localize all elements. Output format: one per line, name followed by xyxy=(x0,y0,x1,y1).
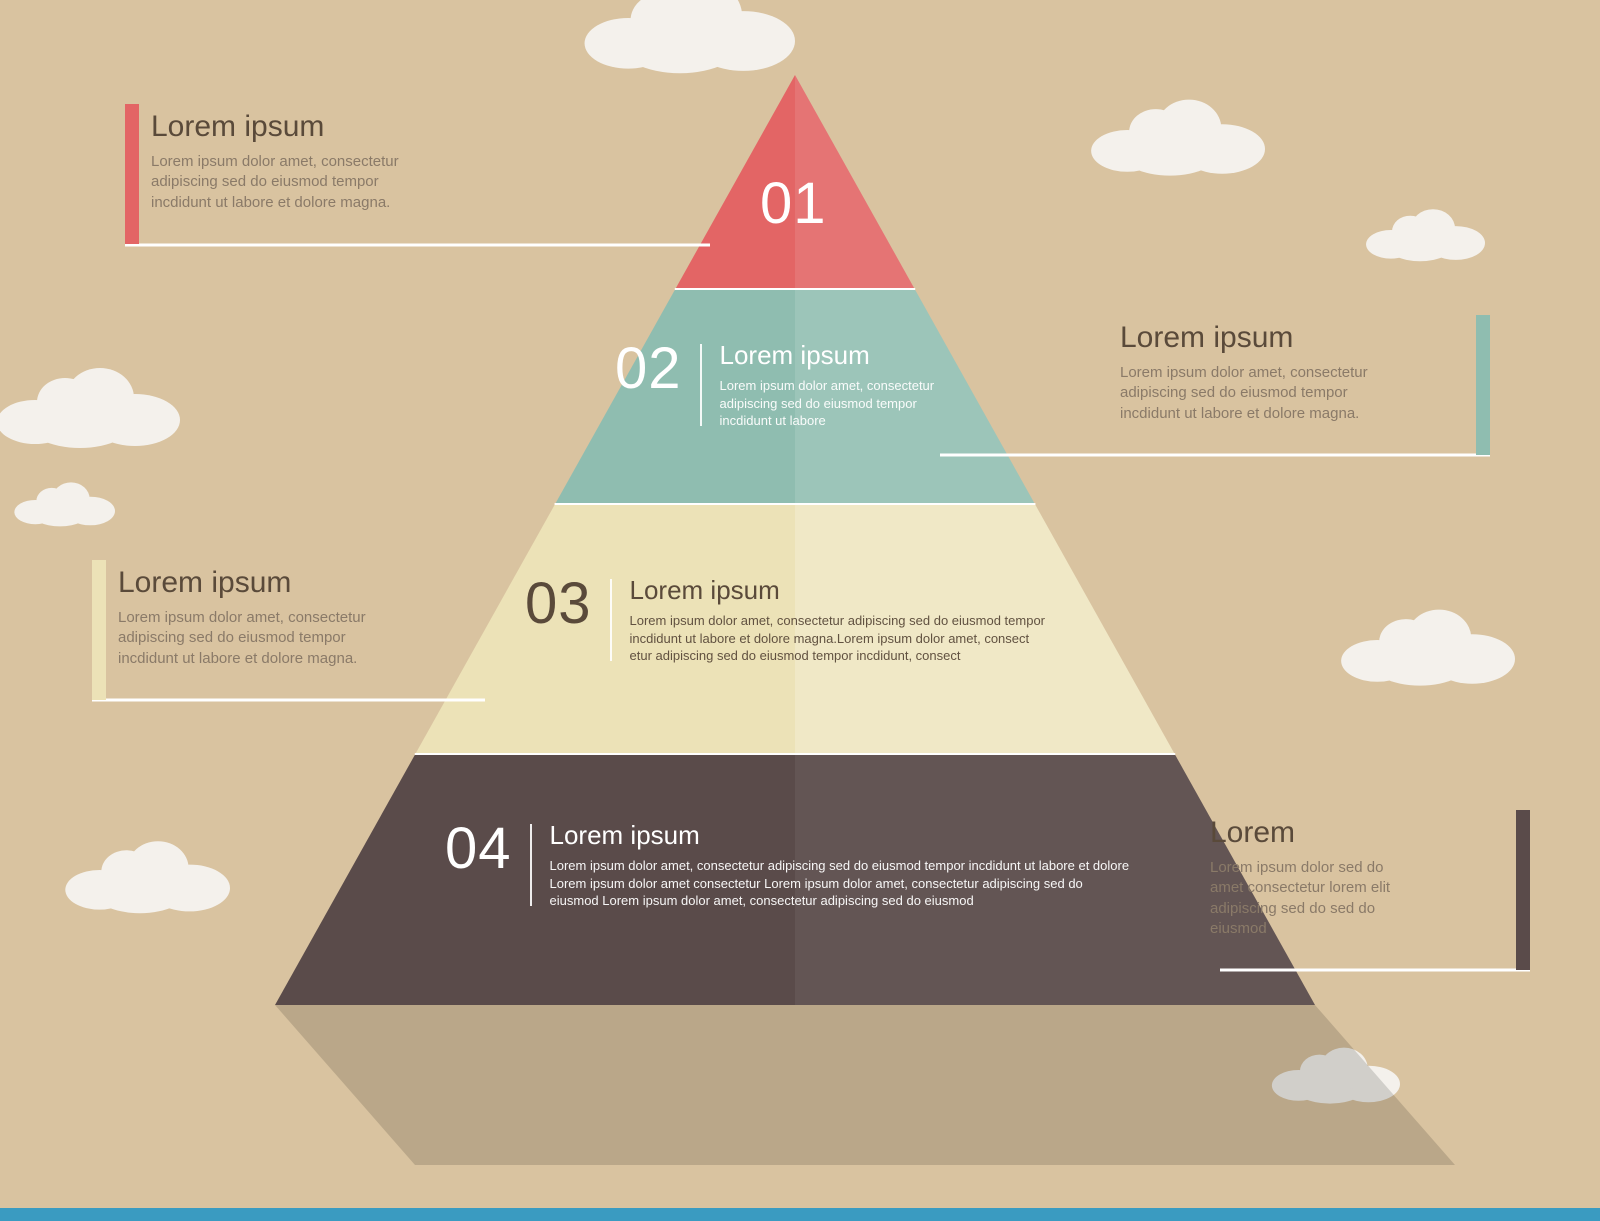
level-number: 01 xyxy=(760,175,827,233)
level-content: Lorem ipsum Lorem ipsum dolor amet, cons… xyxy=(720,340,935,430)
callout-color-bar xyxy=(92,560,106,700)
pyramid-level-2-text: 02 Lorem ipsum Lorem ipsum dolor amet, c… xyxy=(615,340,1035,430)
callout-4: Lorem Lorem ipsum dolor sed do amet cons… xyxy=(1210,810,1530,970)
level-content: Lorem ipsum Lorem ipsum dolor amet, cons… xyxy=(630,575,1046,665)
pyramid-level-4-text: 04 Lorem ipsum Lorem ipsum dolor amet, c… xyxy=(445,820,1225,910)
level-divider xyxy=(700,344,702,426)
pyramid-shadow xyxy=(275,1005,1455,1165)
callout-body: Lorem ipsum dolor amet, consectetur adip… xyxy=(151,152,495,213)
bottom-stripe xyxy=(0,1208,1600,1221)
callout-2: Lorem ipsum Lorem ipsum dolor amet, cons… xyxy=(1120,315,1490,455)
callout-body: Lorem ipsum dolor sed do amet consectetu… xyxy=(1210,858,1504,939)
callout-title: Lorem ipsum xyxy=(151,110,495,144)
callout-text: Lorem ipsum Lorem ipsum dolor amet, cons… xyxy=(151,110,495,213)
level-title: Lorem ipsum xyxy=(630,575,1046,606)
level-title: Lorem ipsum xyxy=(550,820,1130,851)
callout-body: Lorem ipsum dolor amet, consectetur adip… xyxy=(118,608,462,669)
callout-title: Lorem ipsum xyxy=(118,566,462,600)
level-body: Lorem ipsum dolor amet, consectetur adip… xyxy=(720,377,935,430)
callout-text: Lorem ipsum Lorem ipsum dolor amet, cons… xyxy=(1120,321,1464,424)
level-title: Lorem ipsum xyxy=(720,340,935,371)
level-body: Lorem ipsum dolor amet, consectetur adip… xyxy=(630,612,1046,665)
callout-text: Lorem Lorem ipsum dolor sed do amet cons… xyxy=(1210,816,1504,939)
callout-color-bar xyxy=(1476,315,1490,455)
callout-body: Lorem ipsum dolor amet, consectetur adip… xyxy=(1120,363,1464,424)
callout-color-bar xyxy=(125,104,139,244)
pyramid-level-3-text: 03 Lorem ipsum Lorem ipsum dolor amet, c… xyxy=(525,575,1135,665)
level-body: Lorem ipsum dolor amet, consectetur adip… xyxy=(550,857,1130,910)
level-number: 03 xyxy=(525,575,592,633)
callout-1: Lorem ipsum Lorem ipsum dolor amet, cons… xyxy=(125,104,495,244)
level-divider xyxy=(530,824,532,906)
pyramid-level-1-text: 01 xyxy=(760,175,910,233)
level-content: Lorem ipsum Lorem ipsum dolor amet, cons… xyxy=(550,820,1130,910)
level-number: 04 xyxy=(445,820,512,878)
level-divider xyxy=(610,579,612,661)
callout-3: Lorem ipsum Lorem ipsum dolor amet, cons… xyxy=(92,560,462,700)
callout-color-bar xyxy=(1516,810,1530,970)
callout-title: Lorem xyxy=(1210,816,1504,850)
callout-text: Lorem ipsum Lorem ipsum dolor amet, cons… xyxy=(118,566,462,669)
callout-title: Lorem ipsum xyxy=(1120,321,1464,355)
level-number: 02 xyxy=(615,340,682,398)
